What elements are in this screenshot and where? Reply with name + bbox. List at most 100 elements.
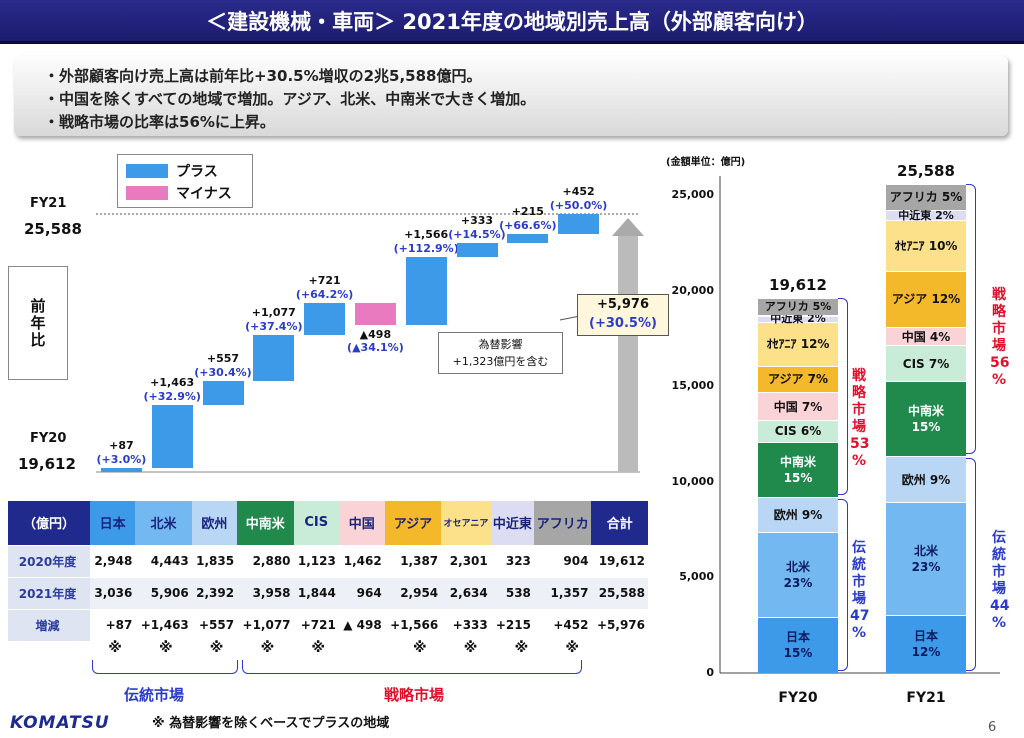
- table-cell: 3,958: [237, 576, 294, 609]
- stack-segment: アジア 12%: [886, 270, 966, 327]
- stack-segment: 中国 7%: [758, 392, 838, 421]
- total-change-callout: +5,976 (+30.5%): [577, 294, 669, 336]
- waterfall-bar-1: [151, 405, 193, 469]
- table-row: 2020年度 2,948 4,443 1,835 2,880 1,123 1,462 1,38…: [8, 544, 648, 577]
- table-cell: 1,844: [293, 576, 339, 609]
- stack-segment: アフリカ 5%: [758, 298, 838, 316]
- kome-mark: ※: [311, 640, 325, 656]
- waterfall-bar-8: [507, 233, 549, 243]
- stack-segment: 北米 23%: [758, 531, 838, 617]
- waterfall-pct-label: (+3.0%): [96, 453, 147, 467]
- table-cell: 25,588: [591, 576, 648, 609]
- callout-connector: [559, 315, 581, 321]
- table-header-cell: アジア: [384, 501, 442, 545]
- waterfall-pct-label: (+32.9%): [143, 390, 201, 404]
- stack-segment: ｵｾｱﾆｱ 10%: [886, 220, 966, 271]
- table-cell: +557: [191, 608, 238, 641]
- waterfall-bar-4: [304, 303, 346, 335]
- traditional-vertical-label-fy21: 伝 統 市 場 44 %: [990, 530, 1010, 631]
- waterfall-bar-9: [558, 214, 600, 234]
- stacked-unit-label: (金額単位：億円): [666, 157, 746, 168]
- table-cell: 538: [490, 576, 534, 609]
- fy21-label: FY21: [30, 196, 67, 211]
- table-cell: 2,880: [237, 544, 294, 577]
- table-cell: +1,463: [135, 608, 192, 641]
- waterfall-bar-2: [202, 381, 244, 406]
- waterfall-value-label: +1,077: [251, 305, 296, 319]
- table-header-cell: 日本: [90, 501, 136, 545]
- summary-box: ・外部顧客向け売上高は前年比+30.5%増収の2兆5,588億円。 ・中国を除く…: [14, 56, 1008, 136]
- chart-legend: プラス マイナス: [117, 154, 253, 208]
- waterfall-bar-6: [405, 257, 447, 325]
- table-row-label: 2020年度: [8, 544, 90, 577]
- stack-segment: CIS 6%: [758, 420, 838, 442]
- kome-mark: ※: [412, 640, 427, 656]
- kome-mark: ※: [565, 640, 579, 656]
- waterfall-value-label: +1,463: [150, 376, 195, 390]
- waterfall-pct-label: (+50.0%): [549, 199, 608, 213]
- table-cell: 19,612: [591, 544, 648, 577]
- table-cell: 1,357: [533, 576, 592, 609]
- table-cell: 1,462: [338, 544, 385, 577]
- table-cell: 1,123: [293, 544, 339, 577]
- waterfall-bar-0: [100, 468, 142, 472]
- total-change-pct: (+30.5%): [589, 316, 657, 331]
- table-cell: 5,906: [135, 576, 192, 609]
- y-tick-label: 0: [706, 666, 714, 679]
- legend-swatch-plus: [126, 164, 168, 178]
- yoy-side-label-text: 前年比: [28, 297, 47, 349]
- waterfall-pct-label: (+30.4%): [194, 366, 252, 380]
- strategic-vertical-label-fy21: 戦 略 市 場 56 %: [990, 287, 1010, 388]
- waterfall-value-label: +87: [109, 439, 134, 453]
- stack-total-label: 25,588: [897, 161, 955, 180]
- yoy-side-label: 前年比: [8, 266, 68, 380]
- waterfall-pct-label: (▲34.1%): [347, 340, 404, 354]
- stack-segment: 日本 12%: [886, 614, 966, 673]
- traditional-vertical-label-fy20: 伝 統 市 場 47 %: [850, 540, 870, 641]
- waterfall-pct-label: (+112.9%): [393, 242, 459, 256]
- stack-segment: 中近東 2%: [758, 312, 838, 325]
- x-axis-label: FY21: [906, 690, 946, 706]
- y-tick-label: 5,000: [679, 570, 714, 584]
- strategic-brace: [242, 660, 582, 674]
- table-header-row: （億円） 日本 北米 欧州 中南米 CIS 中国 アジア オセアニア 中近東 アフリカ 合計: [8, 501, 648, 545]
- table-header-unit: （億円）: [8, 501, 90, 545]
- table-cell: +5,976: [591, 608, 648, 641]
- kome-mark: ※: [108, 640, 122, 656]
- stack-segment: 日本 15%: [758, 616, 838, 673]
- stack-segment: 欧州 9%: [886, 456, 966, 503]
- table-header-cell: アフリカ: [533, 501, 592, 545]
- y-tick-label: 10,000: [671, 474, 714, 488]
- kome-mark: ※: [158, 640, 173, 656]
- summary-line: ・中国を除くすべての地域で増加。アジア、北米、中南米で大きく増加。: [44, 90, 536, 108]
- table-header-cell: CIS: [293, 501, 339, 545]
- table-row: 2021年度 3,036 5,906 2,392 3,958 1,844 964 2,954 2…: [8, 576, 648, 609]
- table-cell: +721: [293, 608, 339, 641]
- fy20-label: FY20: [30, 431, 67, 446]
- waterfall-bar-5: [354, 303, 396, 325]
- page-number: 6: [988, 720, 997, 735]
- legend-swatch-minus: [126, 186, 168, 200]
- table-cell: 1,835: [191, 544, 238, 577]
- table-cell: +87: [90, 608, 136, 641]
- waterfall-value-label: +215: [511, 204, 544, 218]
- table-cell: 2,301: [441, 544, 491, 577]
- x-axis-label: FY20: [778, 690, 818, 706]
- table-row-label: 2021年度: [8, 576, 90, 609]
- legend-label-plus: プラス: [176, 164, 218, 180]
- legend-label-minus: マイナス: [176, 186, 232, 202]
- stack-segment: アフリカ 5%: [886, 183, 966, 210]
- kome-mark: ※: [209, 640, 224, 656]
- traditional-brace: [92, 660, 238, 674]
- strategic-vertical-label-fy20: 戦 略 市 場 53 %: [850, 368, 870, 469]
- table-cell: 323: [490, 544, 534, 577]
- table-header-cell: 中南米: [237, 501, 294, 545]
- kome-mark: ※: [260, 640, 275, 656]
- table-cell: +333: [441, 608, 491, 641]
- table-cell: 904: [533, 544, 592, 577]
- stack-segment: CIS 7%: [886, 345, 966, 381]
- page-title: ＜建設機械・車両＞ 2021年度の地域別売上高（外部顧客向け）: [0, 0, 1024, 44]
- stack-segment: 北米 23%: [886, 502, 966, 615]
- table-cell: 4,443: [135, 544, 192, 577]
